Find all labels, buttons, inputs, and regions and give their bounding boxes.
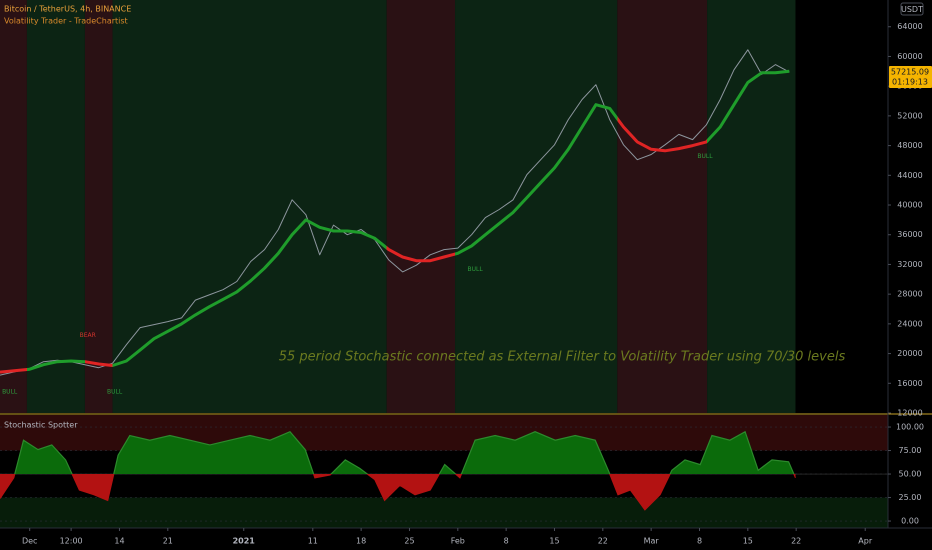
y-tick-label: 50.00: [899, 470, 922, 479]
x-tick-label: 22: [791, 537, 801, 546]
x-tick-label: Feb: [451, 537, 465, 546]
x-tick-label: 14: [114, 537, 124, 546]
y-tick-label: 64000: [897, 22, 922, 31]
x-tick-label: 22: [598, 537, 608, 546]
y-tick-label: 75.00: [899, 446, 922, 455]
y-tick-label: 48000: [897, 141, 922, 150]
oversold-zone: [0, 497, 888, 528]
chart-title: Bitcoin / TetherUS, 4h, BINANCE: [4, 5, 131, 14]
x-tick-label: 8: [504, 537, 509, 546]
area-up: [0, 431, 796, 475]
x-tick-label: 8: [697, 537, 702, 546]
regime-band: [0, 0, 27, 413]
y-tick-label: 44000: [897, 171, 922, 180]
x-tick-label: Dec: [22, 537, 37, 546]
x-tick-label: 12:00: [60, 537, 83, 546]
y-tick-label: 20000: [897, 349, 922, 358]
y-tick-label: 60000: [897, 52, 922, 61]
y-tick-label: 28000: [897, 290, 922, 299]
signal-label: BULL: [467, 266, 483, 273]
x-tick-label: 25: [404, 537, 414, 546]
y-tick-label: 0.00: [901, 517, 919, 526]
y-tick-label: 25.00: [899, 493, 922, 502]
x-tick-label: 15: [549, 537, 559, 546]
y-tick-label: 16000: [897, 379, 922, 388]
regime-band: [617, 0, 708, 413]
stoch-line: [14, 430, 795, 475]
y-tick-label: 40000: [897, 201, 922, 210]
y-tick-label: 52000: [897, 111, 922, 120]
price-line: [0, 49, 790, 376]
price-tag-label: 57215.09: [891, 68, 929, 77]
x-tick-label: 11: [308, 537, 318, 546]
y-tick-label: 32000: [897, 260, 922, 269]
y-tick-label: 12000: [897, 409, 922, 418]
regime-band: [84, 0, 113, 413]
price-tag: [889, 66, 932, 89]
regime-band: [26, 0, 85, 413]
area-down: [0, 474, 796, 510]
stoch-line: [0, 474, 797, 511]
indicator-title: Volatility Trader - TradeChartist: [4, 17, 128, 26]
currency: USDT: [901, 5, 923, 14]
x-tick-label: 15: [743, 537, 753, 546]
indicator-title: Stochastic Spotter: [4, 421, 78, 430]
x-tick-label: Apr: [858, 537, 873, 546]
x-tick-label: 21: [163, 537, 173, 546]
regime-band: [707, 0, 796, 413]
signal-label: BULL: [697, 153, 713, 160]
regime-band: [112, 0, 387, 413]
price-line: [0, 69, 790, 374]
plot: BULL BEAR BULL BULL BULL: [0, 49, 797, 511]
regime-band: [386, 0, 456, 413]
currency-box: [900, 2, 924, 16]
y-tick-label: 36000: [897, 230, 922, 239]
y-tick-label: 100.00: [896, 423, 924, 432]
regime-band: [455, 0, 618, 413]
x-tick-label: 18: [356, 537, 366, 546]
countdown-label: 01:19:13: [892, 78, 928, 87]
x-tick-label: 2021: [233, 537, 256, 546]
y-tick-label: 24000: [897, 319, 922, 328]
backgrounds: [0, 0, 888, 528]
signal-label: BULL: [2, 389, 18, 396]
signal-label: BEAR: [80, 332, 96, 339]
annotation: 55 period Stochastic connected as Extern…: [279, 350, 846, 365]
x-tick-label: Mar: [644, 537, 660, 546]
signal-label: BULL: [107, 389, 123, 396]
